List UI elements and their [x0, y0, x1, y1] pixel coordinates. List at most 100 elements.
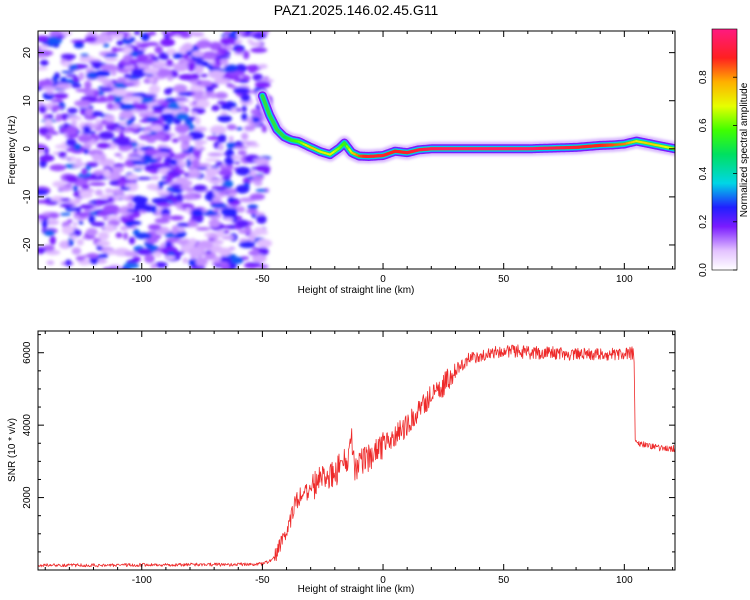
spectrogram-noise-blob	[224, 64, 239, 73]
spectrogram-noise-blob	[215, 55, 231, 59]
spectrogram-noise-blob	[248, 143, 260, 148]
spectrogram-noise-blob	[158, 52, 170, 61]
spectrogram-noise-blob	[100, 63, 118, 72]
spectrogram-noise-blob	[154, 229, 167, 234]
spectrogram-noise-blob	[60, 198, 71, 202]
snr-x-tick-label: -50	[255, 575, 270, 586]
snr-x-tick-label: 0	[380, 575, 386, 586]
spectrogram-noise-blob	[87, 164, 98, 168]
spectrogram-noise-blob	[218, 143, 224, 151]
spectrogram-noise-blob	[53, 92, 69, 99]
spectrogram-noise-blob	[251, 254, 267, 263]
colorbar-tick-label: 0.4	[698, 166, 709, 180]
spectrogram-noise-blob	[208, 218, 221, 228]
spectrogram-noise-blob	[161, 214, 171, 220]
spectrogram-noise-blob	[88, 182, 106, 186]
spectrogram-noise-blob	[204, 213, 216, 216]
spectrogram-noise-blob	[235, 47, 243, 54]
spectrogram-noise-blob	[164, 255, 176, 260]
spectrogram-noise-blob	[187, 173, 202, 178]
spectrogram-noise-blob	[205, 87, 214, 92]
spectrogram-noise-blob	[193, 150, 200, 158]
spectrogram-noise-blob	[105, 215, 122, 221]
spectrogram-noise-blob	[241, 104, 247, 113]
spectrogram-noise-blob	[170, 183, 182, 189]
spectrogram-noise-blob	[80, 53, 90, 57]
spectrogram-noise-blob	[125, 156, 143, 160]
spectrogram-noise-blob	[155, 152, 170, 157]
spectrogram-noise-blob	[123, 83, 136, 87]
spectrogram-noise-blob	[227, 196, 235, 203]
spectrogram-noise-blob	[144, 164, 158, 170]
spectrogram-noise-blob	[93, 90, 99, 98]
spectrogram-noise-blob	[68, 64, 78, 71]
spectrogram-noise-blob	[61, 225, 75, 235]
spectrogram-noise-blob	[119, 103, 136, 111]
spectrogram-noise-blob	[208, 179, 225, 184]
spectrogram-noise-blob	[169, 159, 178, 166]
spectrogram-noise-blob	[166, 87, 174, 92]
spectrogram-noise-blob	[220, 103, 230, 110]
snr-x-label: Height of straight line (km)	[298, 584, 415, 595]
spectrogram-noise-blob	[235, 206, 246, 213]
spectrogram-noise-blob	[224, 51, 232, 56]
spectrogram-noise-blob	[126, 208, 140, 213]
spectrogram-noise-blob	[150, 263, 157, 269]
spectrogram-noise-blob	[118, 205, 135, 215]
spectrogram-noise-blob	[44, 118, 53, 127]
spectrogram-noise-blob	[52, 104, 59, 112]
spectrogram-noise-blob	[210, 203, 228, 209]
spectrogram-noise-blob	[244, 225, 252, 234]
spectrogram-noise-blob	[99, 87, 113, 92]
spectrogram-noise-blob	[250, 108, 261, 115]
spectrogram-noise-blob	[257, 64, 268, 69]
spectrogram-noise-blob	[86, 252, 99, 259]
spectrogram-noise-blob	[131, 68, 148, 78]
spectrogram-noise-blob	[191, 159, 200, 168]
figure-title: PAZ1.2025.146.02.45.G11	[274, 2, 439, 18]
spectrogram-x-tick-label: 50	[498, 274, 510, 285]
spectrogram-noise-blob	[191, 50, 204, 57]
spectrogram-noise-blob	[38, 66, 49, 71]
spectrogram-noise-blob	[219, 225, 233, 229]
spectrogram-noise-blob	[107, 94, 115, 102]
spectrogram-noise-blob	[237, 31, 246, 35]
spectrogram-noise-blob	[111, 188, 125, 195]
spectrogram-noise-blob	[241, 132, 249, 141]
spectrogram-noise-blob	[246, 209, 259, 214]
spectrogram-noise-blob	[74, 100, 91, 107]
spectrogram-noise-blob	[133, 203, 151, 211]
spectrogram-y-tick-label: 20	[22, 47, 33, 59]
spectrogram-noise-blob	[263, 76, 270, 80]
spectrogram-noise-blob	[82, 125, 92, 132]
spectrogram-noise-blob	[141, 130, 152, 134]
spectrogram-noise-blob	[79, 204, 95, 210]
spectrogram-noise-blob	[160, 38, 175, 47]
spectrogram-x-tick-label: -100	[132, 274, 152, 285]
spectrogram-noise-blob	[207, 152, 223, 157]
spectrogram-noise-blob	[254, 212, 265, 216]
spectrogram-noise-blob	[176, 226, 186, 232]
spectrogram-noise-blob	[128, 236, 136, 245]
snr-frame	[37, 330, 676, 571]
spectrogram-noise-blob	[241, 141, 257, 145]
spectrogram-noise-blob	[106, 102, 114, 110]
spectrogram-noise-blob	[173, 84, 188, 94]
spectrogram-noise-blob	[242, 50, 250, 60]
spectrogram-noise-blob	[173, 62, 189, 72]
spectrogram-noise-blob	[88, 149, 104, 157]
spectrogram-noise-blob	[143, 67, 159, 75]
spectrogram-noise-blob	[67, 107, 78, 114]
spectrogram-noise-blob	[105, 53, 118, 58]
snr-plot-area	[38, 331, 675, 570]
spectrogram-noise-blob	[234, 140, 244, 147]
spectrogram-x-tick-label: 0	[380, 274, 386, 285]
spectrogram-noise-blob	[166, 117, 173, 125]
spectrogram-noise-blob	[134, 41, 142, 45]
spectrogram-noise-blob	[248, 250, 260, 256]
spectrogram-noise-blob	[151, 205, 157, 214]
snr-x-tick-label: 100	[616, 575, 633, 586]
colorbar-tick-label: 0.0	[698, 263, 709, 277]
spectrogram-noise-blob	[256, 238, 273, 248]
spectrogram-noise-blob	[81, 130, 97, 135]
